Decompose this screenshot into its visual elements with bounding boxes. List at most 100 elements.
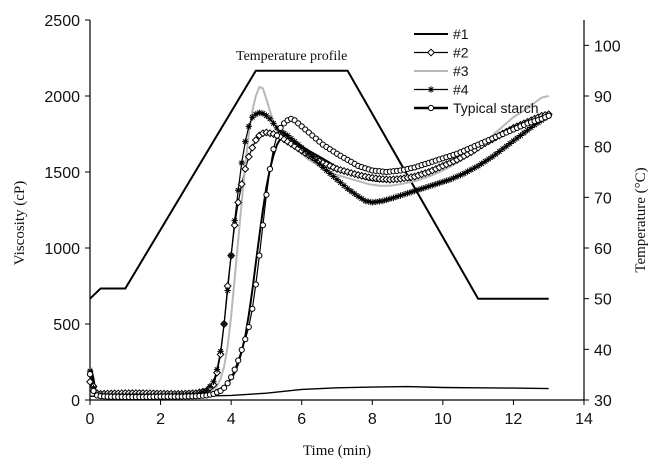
marker-4	[467, 166, 475, 173]
marker-4	[245, 123, 252, 130]
marker-4	[496, 148, 503, 155]
marker-4	[517, 132, 524, 139]
marker-4	[362, 197, 369, 205]
marker-4	[503, 142, 510, 150]
marker-4	[369, 199, 376, 206]
marker-4	[513, 134, 521, 142]
marker-typical-starch	[231, 366, 238, 373]
axes	[89, 20, 585, 401]
marker-typical-starch	[242, 336, 249, 343]
y-tick-label: 500	[53, 317, 80, 334]
legend-label-2: #2	[453, 45, 469, 61]
marker-4	[291, 138, 298, 145]
marker-4	[436, 179, 443, 187]
x-tick-label: 0	[86, 411, 95, 428]
legend-label-4: #4	[453, 82, 469, 98]
marker-4	[213, 366, 221, 373]
series-layer	[89, 69, 550, 398]
marker-typical-starch	[277, 124, 284, 132]
marker-2	[248, 143, 257, 152]
marker-4	[489, 153, 496, 160]
marker-4	[390, 194, 397, 202]
marker-typical-starch	[252, 281, 259, 288]
marker-4	[326, 170, 334, 177]
x-tick-label: 12	[505, 411, 523, 428]
marker-4	[358, 195, 365, 202]
marker-typical-starch	[238, 346, 245, 353]
marker-4	[485, 155, 492, 163]
marker-4	[270, 120, 277, 127]
y-tick-label: 0	[71, 393, 80, 410]
marker-4	[393, 193, 401, 200]
marker-4	[344, 185, 351, 192]
x-tick-label: 6	[297, 411, 306, 428]
marker-4	[429, 182, 436, 189]
y-tick-label: 2500	[44, 13, 80, 30]
marker-typical-starch	[245, 323, 252, 331]
y-tick-label: 1000	[44, 241, 80, 258]
marker-4	[298, 144, 305, 151]
marker-4	[266, 115, 274, 122]
marker-4	[217, 348, 224, 355]
marker-4	[471, 164, 478, 172]
marker-2	[85, 377, 95, 386]
y-tick-label: 2000	[44, 89, 80, 106]
marker-4	[531, 121, 538, 129]
marker-4	[365, 198, 372, 205]
marker-4	[439, 178, 447, 186]
marker-4	[287, 135, 295, 142]
marker-2	[230, 221, 239, 230]
markers-layer	[85, 109, 553, 401]
marker-4	[316, 160, 323, 168]
series-line-4	[89, 112, 550, 397]
marker-2	[251, 136, 260, 145]
marker-4	[227, 252, 235, 259]
marker-4	[224, 287, 231, 294]
marker-typical-starch	[249, 305, 256, 312]
marker-4	[432, 180, 439, 188]
y2-tick-label: 80	[594, 140, 612, 157]
legend-item-1: #1	[414, 26, 469, 42]
marker-4	[294, 141, 302, 148]
marker-4	[425, 183, 432, 190]
legend-item-2: #2	[414, 45, 469, 61]
marker-4	[457, 171, 464, 179]
y2-tick-label: 90	[594, 89, 612, 106]
marker-4	[231, 217, 238, 224]
marker-4	[351, 190, 358, 197]
marker-4	[323, 167, 330, 174]
marker-4	[249, 114, 256, 121]
marker-4	[453, 173, 461, 180]
marker-4	[411, 187, 418, 195]
marker-4	[418, 185, 425, 192]
y2-tick-label: 100	[594, 38, 621, 55]
marker-4	[499, 145, 507, 153]
marker-4	[235, 187, 242, 194]
y2-tick-label: 70	[594, 190, 612, 207]
marker-4	[330, 173, 337, 180]
marker-4	[404, 190, 411, 197]
marker-typical-starch	[224, 380, 231, 387]
y-tick-label: 1500	[44, 165, 80, 182]
series-line-3	[89, 85, 549, 397]
marker-4	[203, 387, 210, 395]
marker-4	[256, 109, 263, 116]
marker-typical-starch	[545, 112, 552, 119]
y2-tick-label: 40	[594, 342, 612, 359]
marker-typical-starch	[273, 132, 281, 139]
annotation-temperature-profile: Temperature profile	[236, 49, 347, 64]
marker-4	[492, 150, 499, 158]
marker-4	[312, 157, 320, 164]
marker-4	[474, 162, 482, 170]
marker-4	[400, 191, 408, 198]
marker-4	[506, 140, 514, 147]
legend: #1 #2 #3 #4 Typical starch	[414, 26, 539, 116]
marker-4	[397, 192, 404, 199]
marker-4	[199, 388, 207, 396]
legend-label-3: #3	[453, 63, 469, 79]
marker-typical-starch	[235, 357, 242, 364]
marker-typical-starch	[256, 252, 263, 259]
marker-4	[372, 198, 380, 206]
marker-4	[302, 147, 309, 154]
